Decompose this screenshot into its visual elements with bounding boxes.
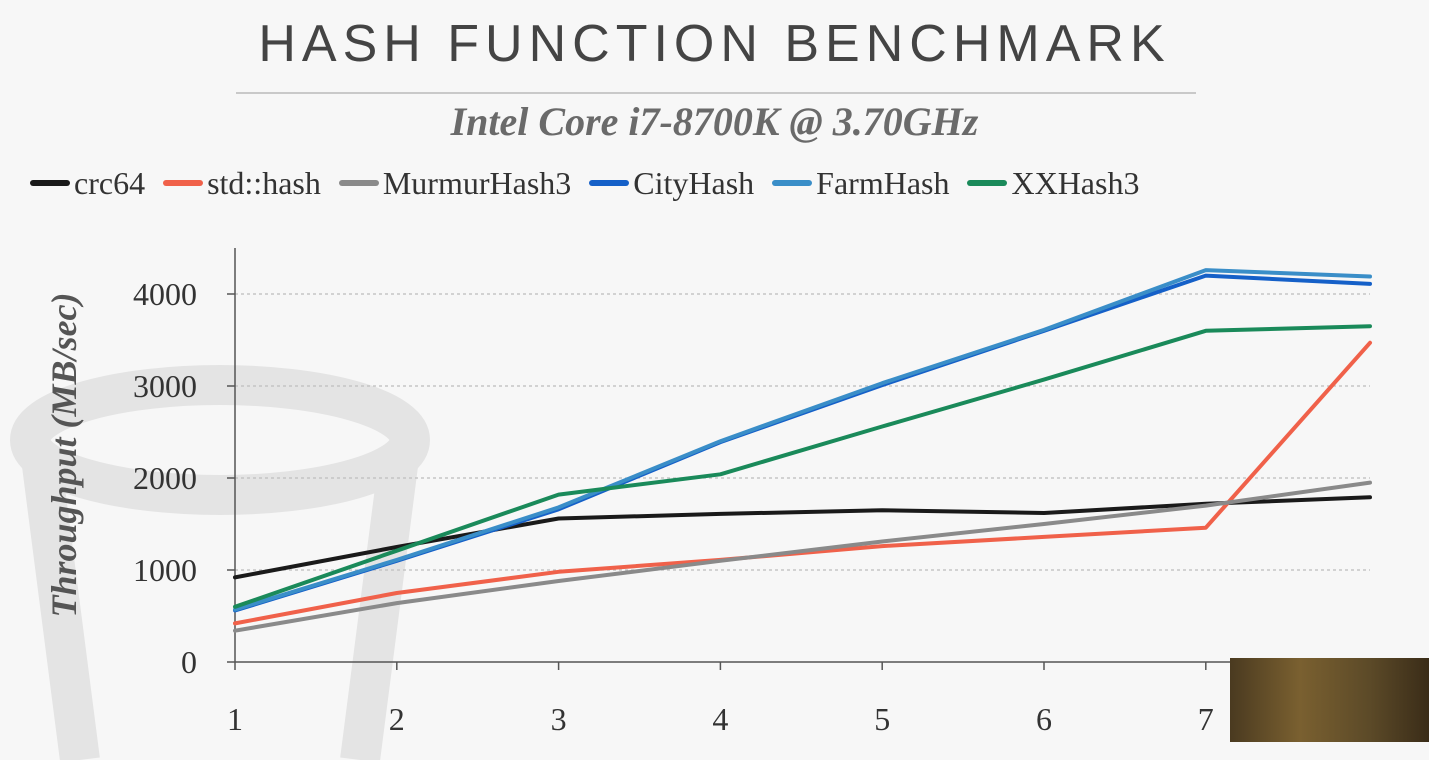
- legend-swatch: [338, 180, 379, 186]
- x-tick-label: 2: [389, 701, 405, 737]
- x-tick-label: 5: [874, 701, 890, 737]
- legend-swatch: [30, 180, 70, 186]
- series-line-murmurhash3: [233, 480, 1372, 633]
- legend-swatch: [772, 180, 813, 186]
- y-tick-label: 0: [181, 644, 197, 680]
- legend-swatch: [589, 180, 630, 186]
- legend-label: std::hash: [207, 164, 321, 201]
- legend-label: crc64: [74, 164, 146, 201]
- x-tick-label: 4: [712, 701, 728, 737]
- legend-item-xxhash3: XXHash3: [967, 165, 1139, 202]
- title-divider: [236, 92, 1196, 94]
- legend-swatch: [967, 180, 1008, 186]
- slide: HASH FUNCTION BENCHMARK Intel Core i7-87…: [10, 15, 1429, 760]
- legend-item-farmhash: FarmHash: [772, 165, 949, 202]
- x-tick-label: 6: [1036, 701, 1052, 737]
- y-tick-label: 2000: [133, 460, 197, 496]
- legend-label: XXHash3: [1011, 164, 1140, 201]
- slide-subtitle: Intel Core i7-8700K @ 3.70GHz: [450, 99, 979, 144]
- background-watermark-graphic: [10, 365, 430, 760]
- legend-label: FarmHash: [816, 164, 950, 201]
- legend-item-crc64: crc64: [30, 165, 145, 202]
- x-tick-label: 1: [227, 701, 243, 737]
- series-line-std-hash: [233, 340, 1372, 626]
- series-line-cityhash: [233, 273, 1372, 613]
- speaker-video-thumbnail: [1230, 658, 1429, 742]
- legend-label: MurmurHash3: [382, 164, 572, 201]
- legend-item-murmurhash3: MurmurHash3: [338, 164, 572, 202]
- legend-swatch: [163, 180, 204, 186]
- chart-legend: crc64 std::hash MurmurHash3 CityHash FarmHas…: [30, 163, 1420, 203]
- y-tick-label: 3000: [133, 368, 197, 404]
- x-tick-label: 3: [551, 701, 567, 737]
- slide-title: HASH FUNCTION BENCHMARK: [258, 15, 1171, 73]
- series-line-farmhash: [233, 268, 1372, 612]
- x-tick-label: 7: [1198, 701, 1214, 737]
- line-chart: 0 1000 2000 3000 4000 1 2 3 4 5 6 7: [133, 248, 1372, 737]
- legend-item-cityhash: CityHash: [589, 165, 754, 202]
- legend-item-std-hash: std::hash: [163, 165, 321, 202]
- y-tick-label: 1000: [133, 552, 197, 588]
- y-tick-label: 4000: [133, 276, 197, 312]
- series-line-crc64: [233, 495, 1372, 580]
- series-line-xxhash3: [233, 324, 1372, 609]
- legend-label: CityHash: [633, 164, 755, 201]
